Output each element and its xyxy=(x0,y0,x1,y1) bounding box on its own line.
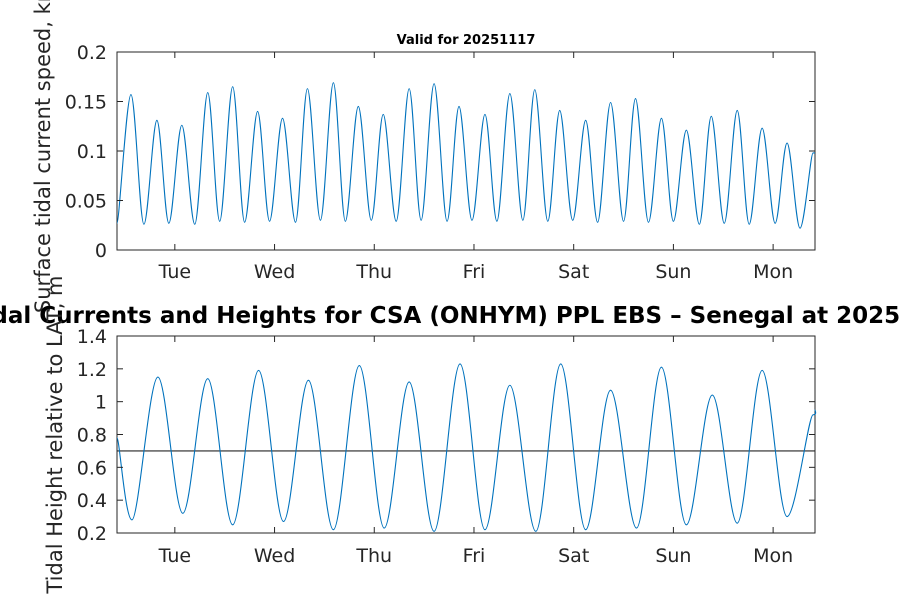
x-tick-label: Mon xyxy=(753,545,793,567)
x-tick-label: Sat xyxy=(558,261,589,283)
x-tick-label: Mon xyxy=(753,261,793,283)
x-tick-label: Tue xyxy=(158,545,191,567)
plot-area xyxy=(116,335,816,534)
x-tick-label: Fri xyxy=(463,545,486,567)
y-tick-label: 0.1 xyxy=(77,141,107,163)
y-tick-label: 0.6 xyxy=(77,457,107,479)
y-axis-label: Tidal Height relative to LAT, m xyxy=(43,275,67,594)
series-line xyxy=(116,82,815,229)
y-tick-label: 0.05 xyxy=(65,191,107,213)
plot-area xyxy=(116,51,816,251)
y-tick-label: 1.2 xyxy=(77,359,107,381)
x-tick-label: Thu xyxy=(355,261,392,283)
y-tick-label: 0.2 xyxy=(77,42,107,64)
x-tick-label: Wed xyxy=(254,545,295,567)
y-tick-label: 0.15 xyxy=(65,92,107,114)
x-tick-label: Sun xyxy=(655,545,691,567)
tidal-height-panel: 0.2 0.4 0.6 0.8 1 1.2 1.4 Tue Wed Thu Fri Sat Sun Mon… xyxy=(0,275,900,594)
current-speed-panel: 0 0.05 0.1 0.15 0.2 Tue Wed Thu Fri Sat Sun Mon Vali… xyxy=(31,0,816,313)
y-tick-label: 0.2 xyxy=(77,523,107,545)
x-tick-label: Wed xyxy=(254,261,295,283)
x-tick-label: Sat xyxy=(558,545,589,567)
x-tick-label: Thu xyxy=(355,545,392,567)
x-tick-label: Tue xyxy=(158,261,191,283)
y-axis-label: Surface tidal current speed, kn xyxy=(31,0,55,313)
x-tick-label: Sun xyxy=(655,261,691,283)
chart-title: Valid for 20251117 xyxy=(397,33,536,48)
y-tick-label: 0.4 xyxy=(77,490,107,512)
y-tick-label: 1.4 xyxy=(77,326,107,348)
x-tick-label: Fri xyxy=(463,261,486,283)
y-tick-label: 0.8 xyxy=(77,425,107,447)
chart-title: Tidal Currents and Heights for CSA (ONHY… xyxy=(0,303,900,329)
series-line xyxy=(116,363,817,532)
y-tick-label: 1 xyxy=(95,392,107,414)
y-tick-label: 0 xyxy=(95,240,107,262)
